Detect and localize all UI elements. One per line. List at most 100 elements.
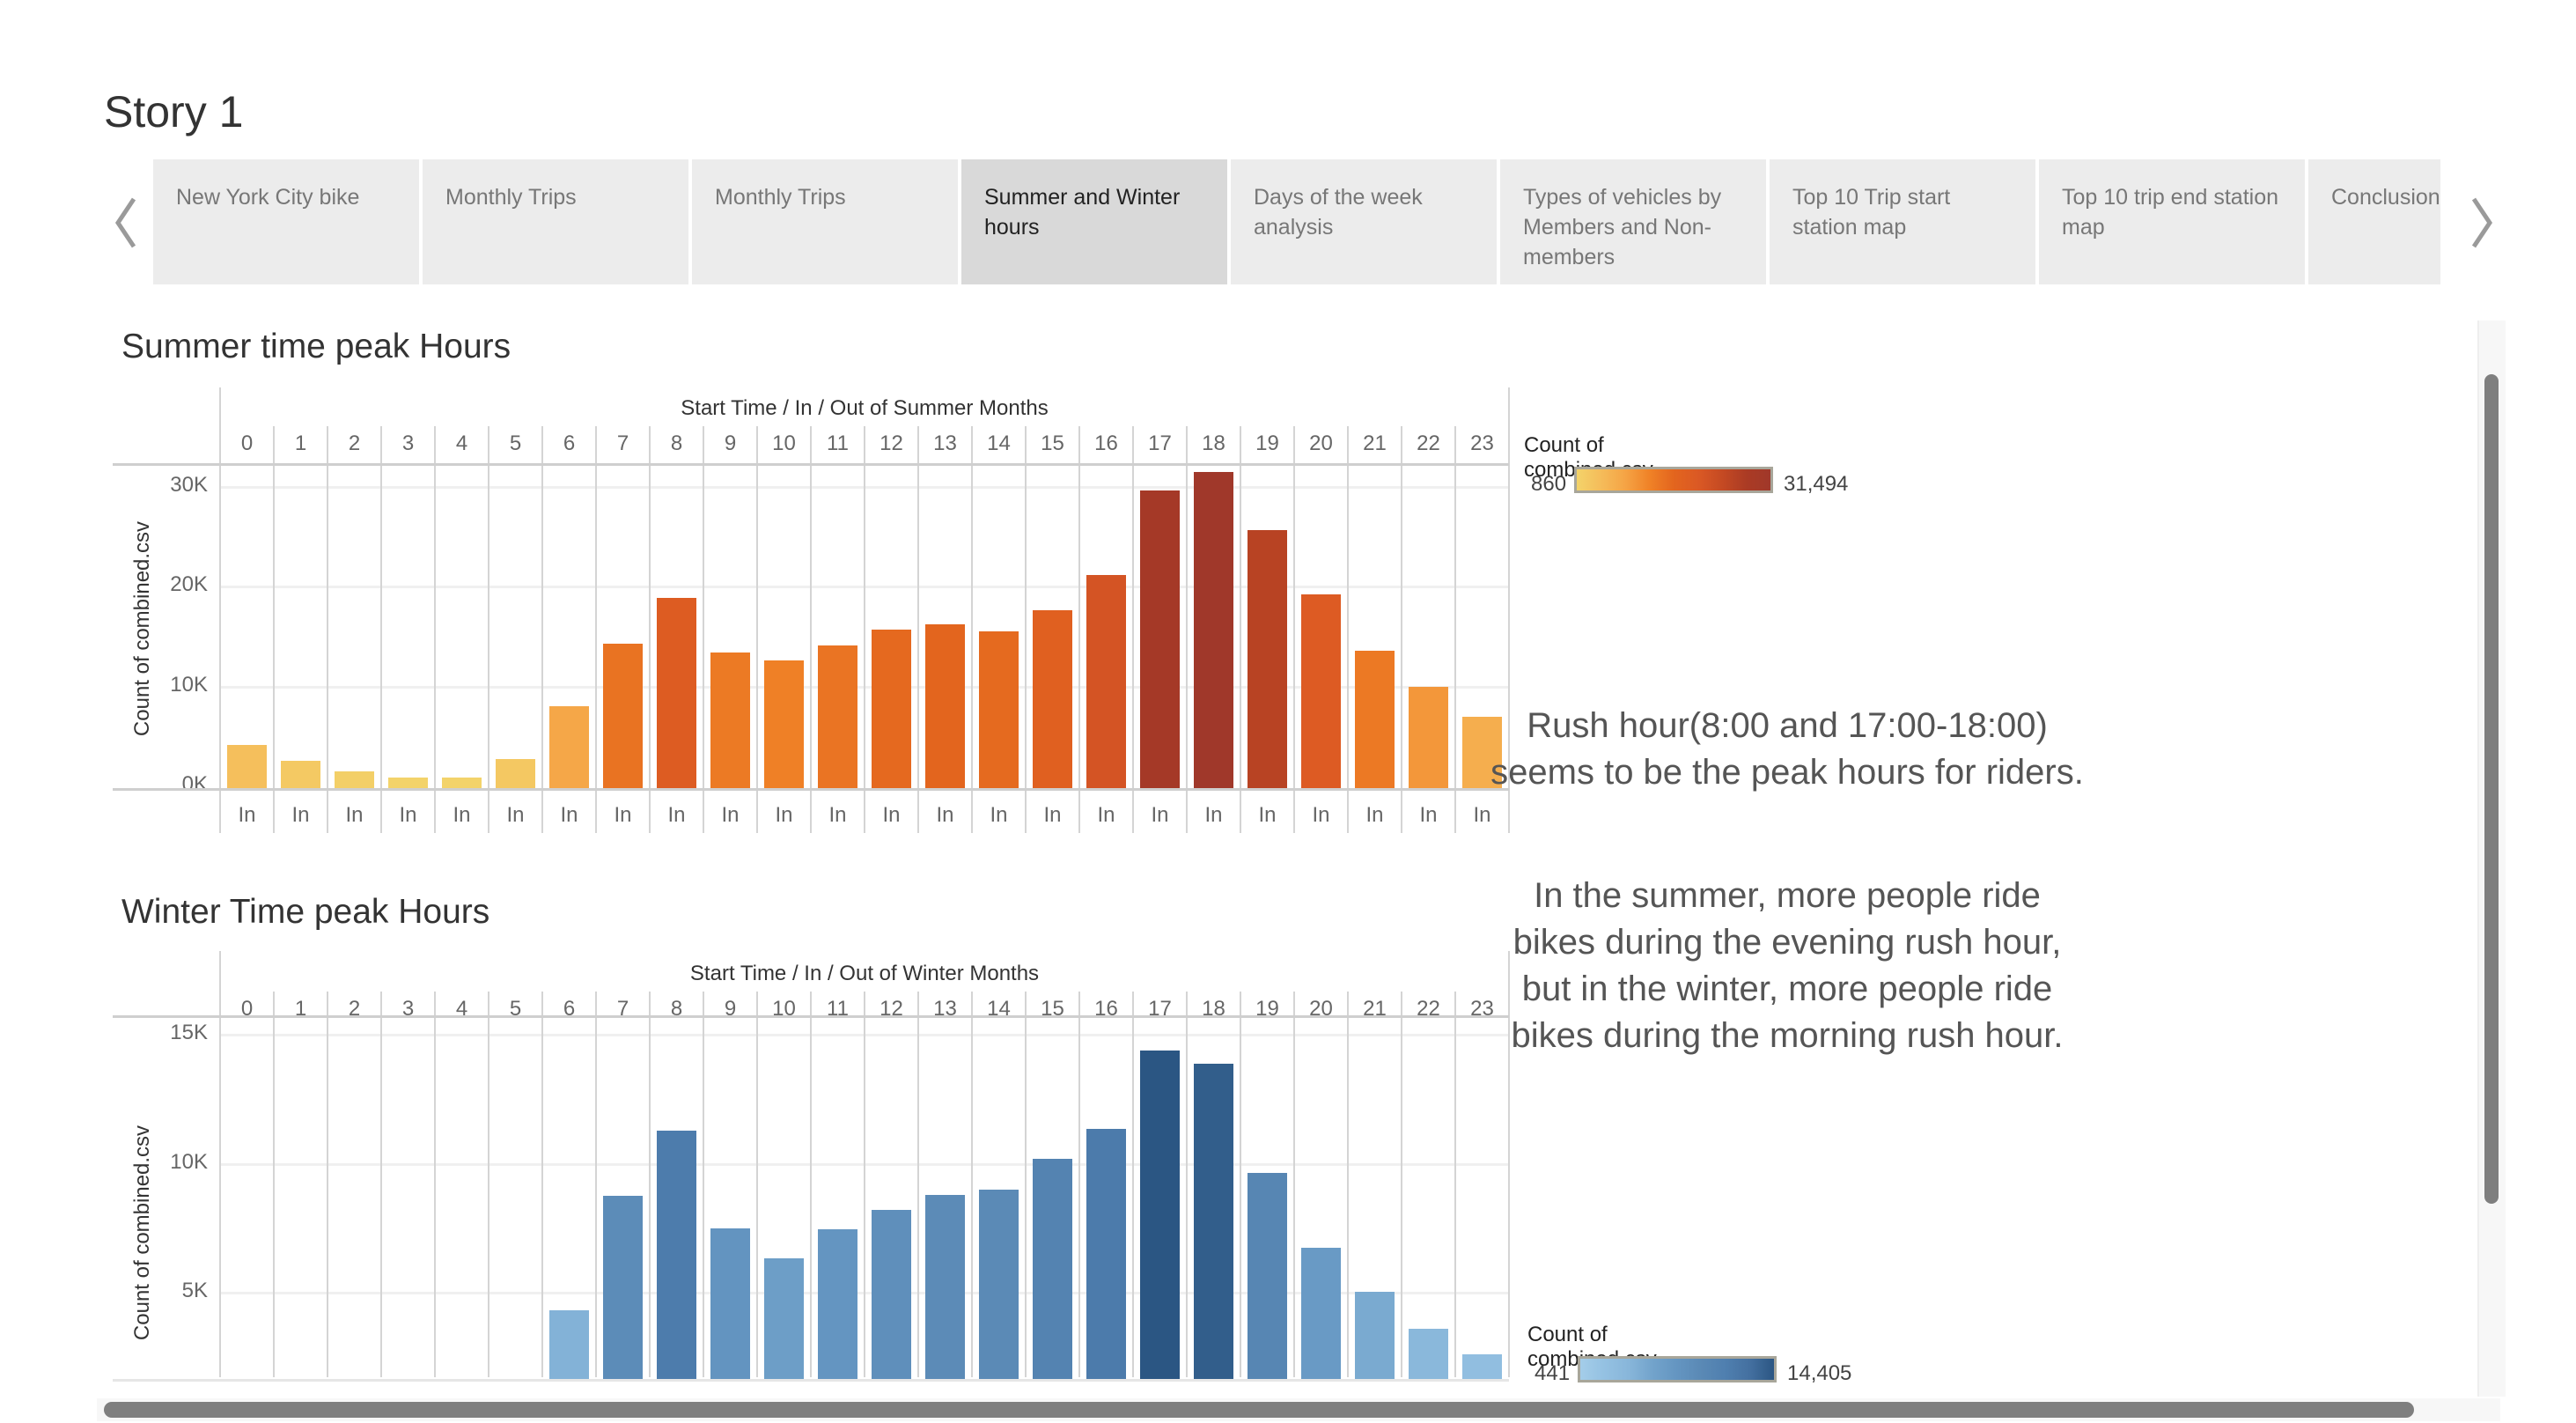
column-divider — [864, 992, 865, 1377]
bar-hour-14[interactable] — [979, 630, 1019, 788]
y-tick-label: 0K — [181, 772, 208, 796]
bar-hour-21[interactable] — [1355, 1291, 1395, 1379]
bar-hour-13[interactable] — [925, 623, 965, 788]
bar-hour-20[interactable] — [1301, 594, 1341, 788]
hour-label: 8 — [670, 997, 683, 1021]
column-divider — [1186, 992, 1188, 1377]
legend-min: 860 — [1531, 472, 1567, 496]
bar-hour-5[interactable] — [496, 758, 535, 788]
column-divider — [810, 426, 812, 833]
y-tick-label: 5K — [181, 1279, 208, 1303]
tab-5[interactable]: Types of vehicles by Members and Non-mem… — [1500, 159, 1766, 284]
y-tick-label: 30K — [170, 472, 208, 497]
bar-hour-18[interactable] — [1194, 1063, 1233, 1379]
in-summer-label: In — [1312, 803, 1330, 827]
column-divider — [1454, 426, 1456, 833]
tab-7[interactable]: Top 10 trip end station map — [2039, 159, 2305, 284]
hour-label: 16 — [1094, 431, 1118, 455]
column-divider — [380, 426, 382, 833]
legend-max: 31,494 — [1784, 472, 1849, 496]
next-story-point-button[interactable] — [2465, 192, 2500, 254]
bar-hour-0[interactable] — [227, 744, 267, 788]
column-divider — [1240, 992, 1241, 1377]
in-summer-label: In — [882, 803, 901, 827]
in-summer-label: In — [506, 803, 525, 827]
hour-label: 6 — [563, 997, 576, 1021]
tab-2[interactable]: Monthly Trips — [692, 159, 958, 284]
bar-hour-23[interactable] — [1462, 717, 1502, 788]
column-divider — [1347, 992, 1349, 1377]
bar-hour-23[interactable] — [1462, 1353, 1502, 1379]
in-summer-label: In — [345, 803, 364, 827]
bar-hour-19[interactable] — [1248, 529, 1287, 788]
bar-hour-17[interactable] — [1140, 490, 1180, 788]
bar-hour-15[interactable] — [1033, 1159, 1072, 1379]
bar-hour-22[interactable] — [1409, 1328, 1448, 1379]
bar-hour-20[interactable] — [1301, 1248, 1341, 1379]
bar-hour-17[interactable] — [1140, 1050, 1180, 1379]
bar-hour-8[interactable] — [657, 597, 696, 788]
column-divider — [219, 951, 221, 1377]
in-summer-label: In — [238, 803, 256, 827]
bar-hour-10[interactable] — [764, 660, 804, 788]
column-divider — [595, 426, 597, 833]
bar-hour-9[interactable] — [710, 1228, 750, 1379]
bar-hour-16[interactable] — [1086, 1129, 1126, 1379]
bar-hour-13[interactable] — [925, 1194, 965, 1379]
hour-label: 1 — [294, 997, 307, 1021]
in-summer-label: In — [614, 803, 632, 827]
column-divider — [1186, 426, 1188, 833]
tab-8[interactable]: Conclusion — [2308, 159, 2440, 284]
bar-hour-21[interactable] — [1355, 650, 1395, 788]
bar-hour-1[interactable] — [281, 761, 320, 788]
bar-hour-6[interactable] — [549, 706, 589, 788]
bar-hour-8[interactable] — [657, 1131, 696, 1379]
in-summer-label: In — [1043, 803, 1062, 827]
column-divider — [434, 992, 436, 1377]
bar-hour-15[interactable] — [1033, 609, 1072, 788]
bar-hour-6[interactable] — [549, 1310, 589, 1379]
column-divider — [541, 992, 543, 1377]
bar-hour-19[interactable] — [1248, 1172, 1287, 1379]
bar-hour-14[interactable] — [979, 1189, 1019, 1379]
horizontal-scrollbar-thumb[interactable] — [104, 1402, 2414, 1418]
bar-hour-3[interactable] — [388, 778, 428, 788]
bar-hour-22[interactable] — [1409, 687, 1448, 788]
tab-1[interactable]: Monthly Trips — [423, 159, 688, 284]
story-title: Story 1 — [104, 87, 244, 136]
hour-label: 10 — [772, 431, 796, 455]
tab-4[interactable]: Days of the week analysis — [1231, 159, 1497, 284]
x-axis-top-line — [113, 463, 1509, 466]
column-divider — [327, 426, 328, 833]
bar-hour-9[interactable] — [710, 652, 750, 788]
tab-0[interactable]: New York City bike — [153, 159, 419, 284]
bar-hour-18[interactable] — [1194, 471, 1233, 788]
column-divider — [488, 992, 489, 1377]
hour-label: 20 — [1309, 997, 1333, 1021]
bar-hour-7[interactable] — [603, 643, 643, 788]
hour-label: 15 — [1041, 997, 1064, 1021]
bar-hour-12[interactable] — [872, 1209, 911, 1379]
column-divider — [1293, 992, 1295, 1377]
x-axis-baseline — [113, 1379, 1509, 1382]
tab-3[interactable]: Summer and Winter hours — [961, 159, 1227, 284]
bar-hour-7[interactable] — [603, 1196, 643, 1379]
column-divider — [1078, 992, 1080, 1377]
bar-hour-10[interactable] — [764, 1257, 804, 1379]
bar-hour-4[interactable] — [442, 778, 482, 788]
bar-hour-16[interactable] — [1086, 574, 1126, 788]
bar-hour-11[interactable] — [818, 645, 857, 788]
vertical-scrollbar-thumb[interactable] — [2484, 374, 2499, 1204]
legend-color-ramp — [1574, 467, 1773, 493]
bar-hour-2[interactable] — [335, 770, 374, 788]
tab-6[interactable]: Top 10 Trip start station map — [1770, 159, 2035, 284]
column-divider — [1347, 426, 1349, 833]
x-axis-baseline — [113, 788, 1509, 791]
hour-label: 12 — [880, 997, 903, 1021]
in-summer-label: In — [936, 803, 954, 827]
bar-hour-12[interactable] — [872, 630, 911, 788]
prev-story-point-button[interactable] — [107, 192, 143, 254]
hour-label: 7 — [616, 431, 629, 455]
column-divider — [756, 992, 758, 1377]
bar-hour-11[interactable] — [818, 1229, 857, 1379]
